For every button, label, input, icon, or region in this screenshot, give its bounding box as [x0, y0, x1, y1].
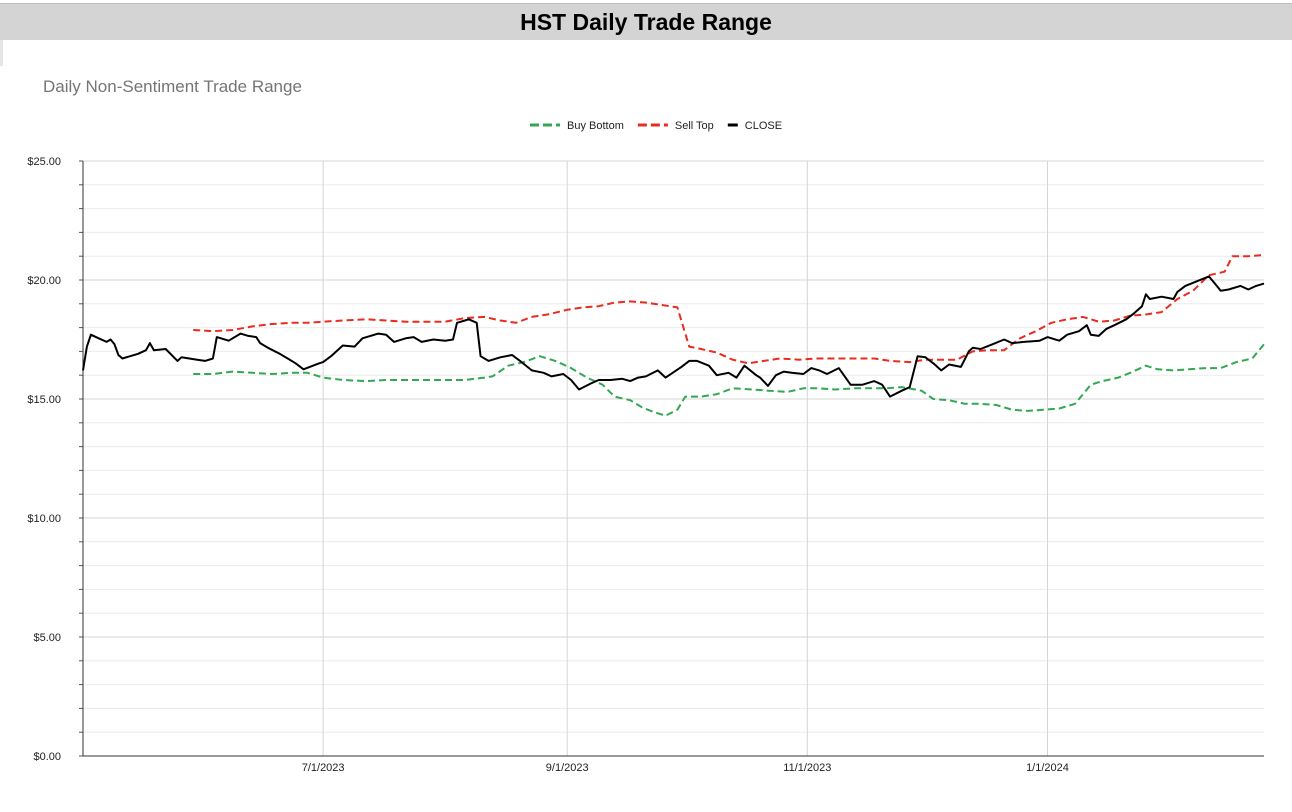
y-tick-label: $20.00 — [27, 275, 61, 287]
y-tick-label: $5.00 — [33, 632, 61, 644]
legend-item-close[interactable]: CLOSE — [727, 120, 782, 132]
x-tick-label: 9/1/2023 — [546, 762, 589, 774]
line-chart[interactable]: Daily Non-Sentiment Trade Range Buy Bott… — [3, 40, 1292, 812]
legend-label: Buy Bottom — [567, 120, 624, 132]
chart-axes: $0.00 $5.00 $10.00 $15.00 $20.00 $25.00 7/1/20… — [27, 156, 1264, 774]
chart-grid — [83, 160, 1264, 757]
legend-label: CLOSE — [745, 120, 782, 132]
y-tick-label: $15.00 — [27, 394, 61, 406]
chart-legend[interactable]: Buy Bottom Sell Top CLOSE — [530, 120, 782, 132]
x-tick-label: 7/1/2023 — [302, 762, 345, 774]
chart-series — [82, 254, 1265, 417]
chart-subtitle: Daily Non-Sentiment Trade Range — [43, 77, 302, 96]
chart-area[interactable]: Daily Non-Sentiment Trade Range Buy Bott… — [3, 40, 1292, 812]
series-line-sell-top — [193, 254, 1265, 365]
page-title: HST Daily Trade Range — [520, 8, 772, 35]
chart-header-bar: HST Daily Trade Range — [0, 3, 1292, 41]
series-line-buy-bottom — [193, 343, 1265, 417]
y-tick-label: $25.00 — [27, 156, 61, 168]
legend-item-sell-top[interactable]: Sell Top — [637, 120, 714, 132]
y-tick-label: $0.00 — [33, 751, 61, 763]
x-tick-label: 1/1/2024 — [1026, 762, 1069, 774]
sheet-edge — [0, 40, 3, 66]
legend-label: Sell Top — [675, 120, 714, 132]
x-tick-label: 11/1/2023 — [783, 762, 831, 774]
legend-item-buy-bottom[interactable]: Buy Bottom — [530, 120, 624, 132]
y-tick-label: $10.00 — [27, 513, 61, 525]
series-line-close — [82, 275, 1265, 398]
